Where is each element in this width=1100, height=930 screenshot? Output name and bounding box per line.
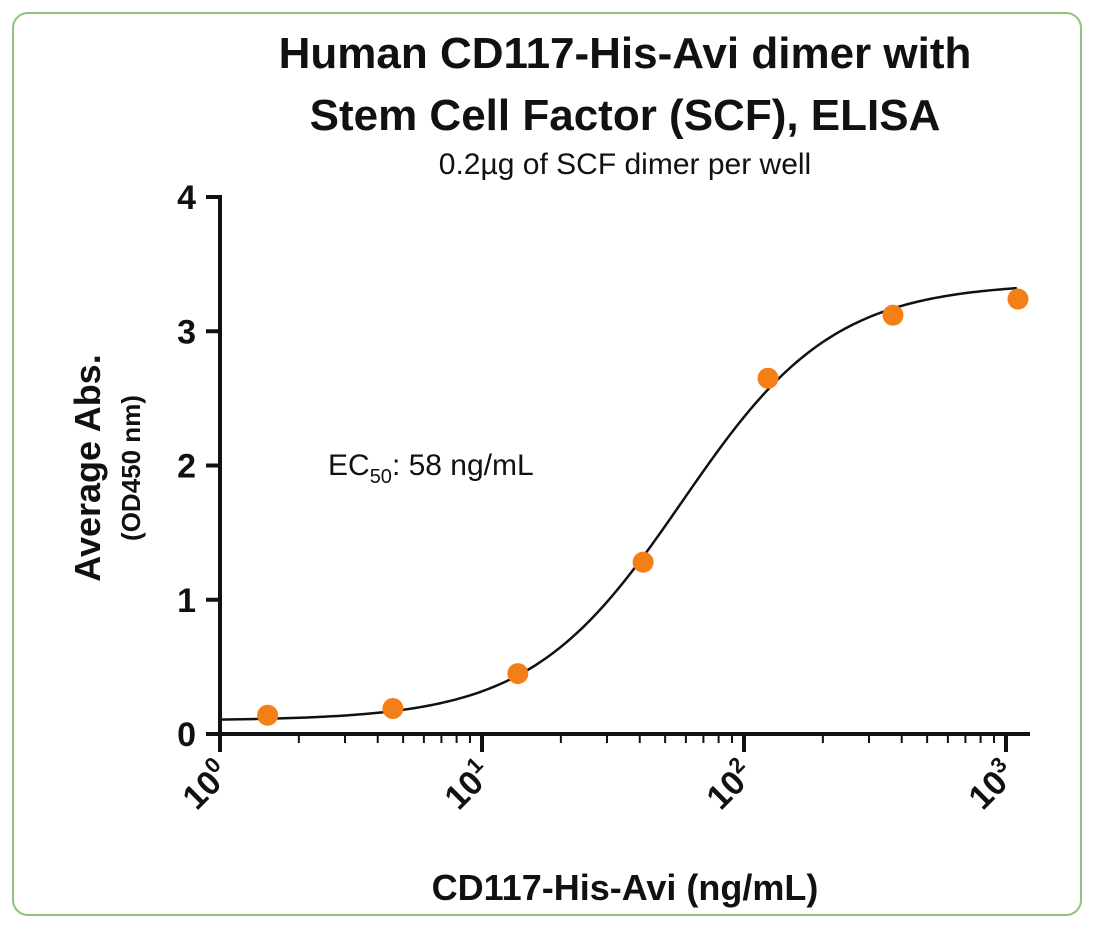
y-axis-sublabel: (OD450 nm): [116, 395, 146, 541]
data-point: [1007, 288, 1029, 310]
data-point: [507, 663, 529, 685]
fit-curve: [219, 286, 1017, 721]
ec50-annotation: EC50: 58 ng/mL: [328, 449, 534, 488]
chart-subtitle: 0.2µg of SCF dimer per well: [439, 148, 811, 181]
figure-frame: [12, 12, 1082, 916]
x-tick-label: 102: [697, 752, 762, 817]
data-point: [632, 551, 654, 573]
data-point: [257, 704, 279, 726]
data-point: [882, 304, 904, 326]
y-tick-label: 0: [177, 716, 196, 754]
y-tick-label: 3: [177, 313, 196, 351]
x-tick-label: 103: [959, 752, 1024, 817]
data-point: [757, 367, 779, 389]
x-tick-label: 100: [173, 752, 238, 817]
chart-title-line1: Human CD117-His-Avi dimer with: [279, 29, 972, 78]
x-axis-label: CD117-His-Avi (ng/mL): [432, 867, 819, 908]
y-axis-label: Average Abs.: [67, 354, 108, 581]
y-tick-label: 1: [177, 582, 196, 620]
x-tick-label: 101: [435, 752, 500, 817]
y-tick-label: 4: [177, 179, 196, 217]
y-tick-label: 2: [177, 448, 196, 486]
data-point: [382, 697, 404, 719]
ec50-prefix: EC: [328, 449, 370, 482]
ec50-subscript: 50: [370, 466, 392, 488]
plot-area: 0 1 2 3 4 100 101 102 103: [173, 179, 1030, 817]
ec50-value: : 58 ng/mL: [392, 449, 534, 482]
chart-title-line2: Stem Cell Factor (SCF), ELISA: [310, 91, 941, 140]
